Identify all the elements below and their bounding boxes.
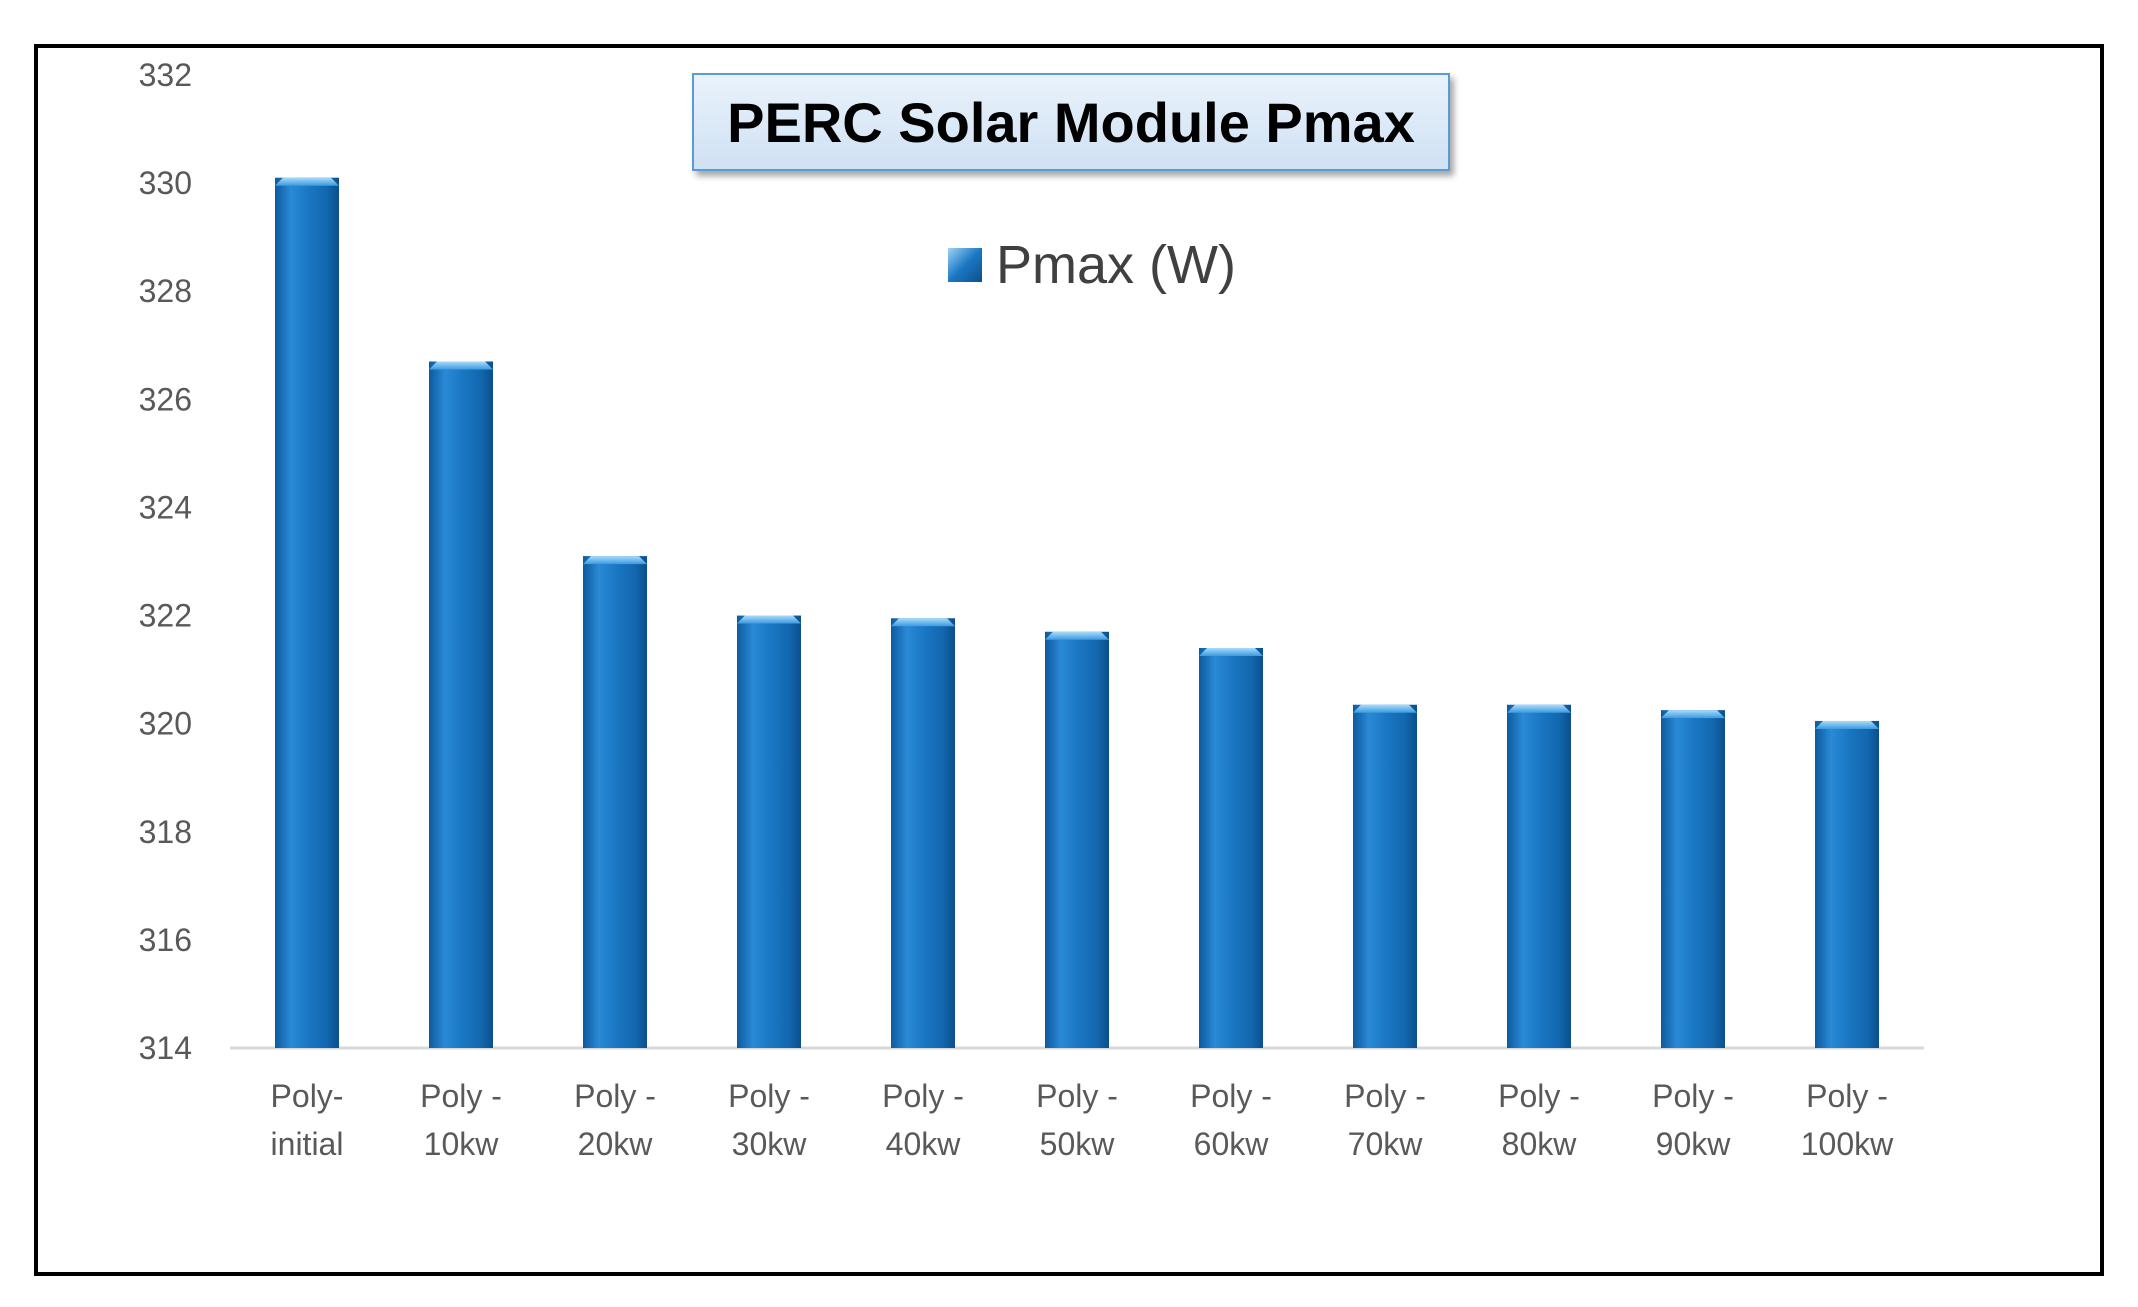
legend: Pmax (W) <box>948 234 1236 296</box>
bar <box>275 177 339 1048</box>
legend-swatch <box>948 248 982 282</box>
x-tick-label-line: Poly - <box>420 1078 502 1114</box>
bar-cap <box>583 556 647 565</box>
y-tick-label: 324 <box>139 489 192 525</box>
y-tick-label: 314 <box>139 1030 192 1066</box>
x-tick-label-line: 60kw <box>1194 1126 1270 1162</box>
x-tick-label-line: 40kw <box>886 1126 962 1162</box>
y-tick-label: 322 <box>139 598 192 634</box>
bar-body <box>1815 720 1879 1048</box>
x-tick-label-line: Poly - <box>1498 1078 1580 1114</box>
bar <box>429 361 493 1048</box>
bar-cap <box>737 615 801 624</box>
bar <box>737 615 801 1048</box>
y-tick-label: 330 <box>139 165 192 201</box>
x-tick-label: Poly - 10kw <box>420 1078 502 1162</box>
x-tick-label-line: Poly - <box>1190 1078 1272 1114</box>
x-tick-label-line: 90kw <box>1656 1126 1732 1162</box>
bar <box>1045 631 1109 1048</box>
bar-cap <box>1199 647 1263 656</box>
bars <box>275 177 1879 1048</box>
y-tick-label: 320 <box>139 706 192 742</box>
x-tick-label-line: Poly- <box>271 1078 344 1114</box>
x-tick-label-line: 10kw <box>424 1126 500 1162</box>
legend-label: Pmax (W) <box>996 235 1236 295</box>
x-tick-label-line: Poly - <box>1344 1078 1426 1114</box>
bar <box>1815 720 1879 1048</box>
bar-cap <box>1661 710 1725 719</box>
bar <box>1199 647 1263 1048</box>
x-tick-label: Poly - 20kw <box>574 1078 656 1162</box>
bar-body <box>891 618 955 1048</box>
bar-body <box>1507 704 1571 1048</box>
x-axis: Poly-initial Poly - 10kw Poly - 20kw Poly - 30… <box>230 1046 1924 1162</box>
y-tick-label: 328 <box>139 273 192 309</box>
x-tick-label-line: initial <box>271 1126 344 1162</box>
x-tick-label: Poly-initial <box>271 1078 344 1162</box>
bar-body <box>429 361 493 1048</box>
x-tick-label: Poly - 90kw <box>1652 1078 1734 1162</box>
x-tick-label: Poly - 70kw <box>1344 1078 1426 1162</box>
x-tick-label-line: Poly - <box>728 1078 810 1114</box>
x-tick-label-line: Poly - <box>1036 1078 1118 1114</box>
x-tick-label: Poly - 30kw <box>728 1078 810 1162</box>
bar-cap <box>1507 704 1571 713</box>
bar-cap <box>891 618 955 627</box>
x-tick-label-line: 20kw <box>578 1126 654 1162</box>
x-tick-label: Poly - 80kw <box>1498 1078 1580 1162</box>
y-tick-label: 316 <box>139 922 192 958</box>
bar <box>583 556 647 1048</box>
x-tick-label-line: Poly - <box>574 1078 656 1114</box>
bar-body <box>583 556 647 1048</box>
x-tick-label-line: 80kw <box>1502 1126 1578 1162</box>
chart-title: PERC Solar Module Pmax <box>692 73 1450 171</box>
y-tick-label: 326 <box>139 381 192 417</box>
x-tick-label: Poly - 50kw <box>1036 1078 1118 1162</box>
y-tick-label: 318 <box>139 814 192 850</box>
x-tick-label: Poly - 60kw <box>1190 1078 1272 1162</box>
bar-body <box>1661 710 1725 1048</box>
bar-body <box>737 615 801 1048</box>
bar-body <box>1199 647 1263 1048</box>
bar <box>1353 704 1417 1048</box>
x-tick-label: Poly - 40kw <box>882 1078 964 1162</box>
bar-cap <box>1815 720 1879 729</box>
bar-body <box>1045 631 1109 1048</box>
bar-body <box>1353 704 1417 1048</box>
bar-cap <box>275 177 339 186</box>
bar-cap <box>1353 704 1417 713</box>
bar <box>1507 704 1571 1048</box>
x-tick-label-line: Poly - <box>1652 1078 1734 1114</box>
x-tick-label-line: 70kw <box>1348 1126 1424 1162</box>
x-tick-label: Poly - 100kw <box>1801 1078 1894 1162</box>
y-tick-label: 332 <box>139 57 192 93</box>
x-tick-label-line: 50kw <box>1040 1126 1116 1162</box>
bar <box>891 618 955 1048</box>
bar-cap <box>429 361 493 370</box>
x-tick-label-line: Poly - <box>882 1078 964 1114</box>
x-tick-label-line: 30kw <box>732 1126 808 1162</box>
bar-cap <box>1045 631 1109 640</box>
x-tick-label-line: Poly - <box>1806 1078 1888 1114</box>
bar-body <box>275 177 339 1048</box>
bar <box>1661 710 1725 1048</box>
x-tick-label-line: 100kw <box>1801 1126 1894 1162</box>
y-axis: 314 316 318 320 322 324 326 328 330 332 <box>139 57 192 1066</box>
